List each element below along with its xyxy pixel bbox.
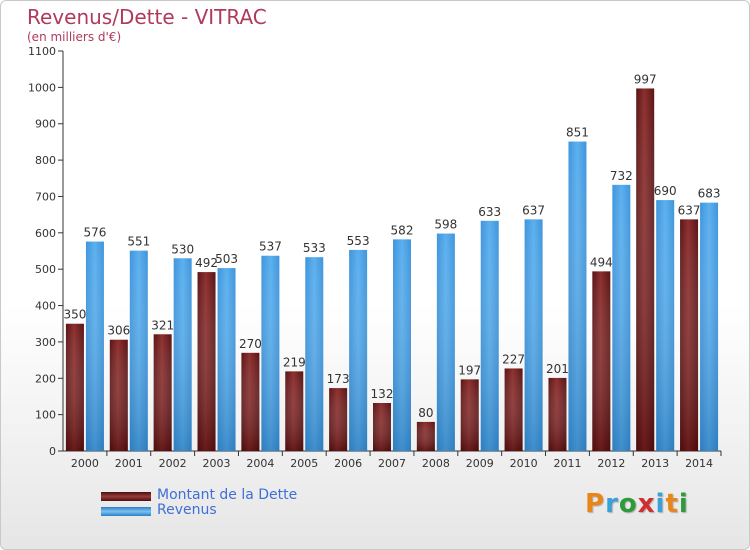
data-label-revenus: 530 — [171, 242, 194, 256]
x-tick-label: 2007 — [378, 457, 406, 470]
data-label-revenus: 582 — [391, 223, 414, 237]
x-tick-label: 2010 — [510, 457, 538, 470]
x-tick-label: 2004 — [246, 457, 274, 470]
data-label-dette: 997 — [634, 72, 657, 86]
bar-revenus-shade — [436, 233, 455, 451]
y-tick-label: 1000 — [28, 81, 56, 94]
bar-dette-shade — [636, 88, 655, 452]
bar-dette-shade — [592, 271, 611, 451]
data-label-dette: 270 — [239, 337, 262, 351]
data-label-dette: 219 — [283, 355, 306, 369]
data-label-dette: 321 — [151, 318, 174, 332]
y-tick-label: 100 — [35, 409, 56, 422]
data-label-revenus: 553 — [347, 234, 370, 248]
data-label-dette: 173 — [327, 372, 350, 386]
x-tick-label: 2008 — [422, 457, 450, 470]
y-tick-label: 600 — [35, 227, 56, 240]
x-tick-label: 2011 — [553, 457, 581, 470]
bar-revenus-shade — [612, 184, 631, 451]
bar-dette-shade — [109, 339, 128, 451]
data-label-revenus: 732 — [610, 169, 633, 183]
data-label-dette: 197 — [458, 363, 481, 377]
y-tick-label: 800 — [35, 154, 56, 167]
legend-swatch-revenus — [101, 507, 151, 516]
data-label-dette: 132 — [371, 387, 394, 401]
bar-revenus-shade — [173, 258, 192, 451]
bar-dette-shade — [197, 272, 216, 451]
data-label-revenus: 683 — [698, 187, 721, 201]
x-tick-label: 2014 — [685, 457, 713, 470]
data-label-revenus: 598 — [434, 218, 457, 232]
bar-revenus-shade — [480, 220, 499, 451]
bar-dette-shade — [329, 388, 348, 451]
bar-revenus-shade — [129, 250, 148, 451]
y-tick-label: 0 — [49, 445, 56, 458]
bar-dette-shade — [680, 219, 699, 451]
bar-revenus-shade — [305, 257, 324, 451]
data-label-dette: 492 — [195, 256, 218, 270]
bar-dette-shade — [416, 421, 435, 451]
data-label-revenus: 537 — [259, 240, 282, 254]
x-tick-label: 2000 — [71, 457, 99, 470]
bar-revenus-shade — [656, 200, 675, 451]
bar-revenus-shade — [349, 249, 368, 451]
y-tick-label: 500 — [35, 263, 56, 276]
bar-dette-shade — [241, 352, 260, 451]
x-tick-label: 2009 — [466, 457, 494, 470]
bar-dette-shade — [504, 368, 523, 451]
bar-dette-shade — [548, 377, 567, 451]
bar-revenus-shade — [217, 268, 236, 451]
data-label-dette: 350 — [63, 308, 86, 322]
legend-label-revenus: Revenus — [157, 502, 217, 518]
data-label-revenus: 851 — [566, 126, 589, 140]
bar-revenus-shade — [568, 141, 587, 451]
bar-dette-shade — [65, 323, 84, 451]
x-tick-label: 2013 — [641, 457, 669, 470]
data-label-dette: 227 — [502, 352, 525, 366]
data-label-dette: 80 — [418, 406, 433, 420]
bar-revenus-shade — [524, 219, 543, 451]
data-label-revenus: 633 — [478, 205, 501, 219]
x-tick-label: 2003 — [203, 457, 231, 470]
x-tick-label: 2012 — [597, 457, 625, 470]
chart-title: Revenus/Dette - VITRAC — [27, 5, 267, 29]
bar-dette-shade — [460, 379, 479, 451]
legend-label-dette: Montant de la Dette — [157, 487, 298, 503]
data-label-revenus: 551 — [127, 235, 150, 249]
y-tick-label: 700 — [35, 190, 56, 203]
bar-dette-shade — [373, 403, 391, 451]
chart-subtitle: (en milliers d'€) — [27, 30, 122, 44]
data-label-revenus: 637 — [522, 203, 545, 217]
x-tick-label: 2001 — [115, 457, 143, 470]
data-label-revenus: 533 — [303, 241, 326, 255]
legend-swatch-dette — [101, 492, 151, 501]
data-label-revenus: 690 — [654, 184, 677, 198]
data-label-dette: 306 — [107, 324, 130, 338]
x-tick-label: 2002 — [159, 457, 187, 470]
bar-dette-shade — [153, 334, 172, 451]
y-tick-label: 900 — [35, 118, 56, 131]
data-label-revenus: 576 — [83, 226, 106, 240]
bar-revenus-shade — [393, 239, 411, 451]
proxiti-logo: Proxiti — [585, 489, 689, 519]
y-tick-label: 400 — [35, 300, 56, 313]
data-label-dette: 201 — [546, 362, 569, 376]
data-label-revenus: 503 — [215, 252, 238, 266]
y-tick-label: 200 — [35, 372, 56, 385]
bar-dette-shade — [285, 371, 304, 451]
bar-revenus-shade — [85, 241, 104, 451]
x-tick-label: 2005 — [290, 457, 318, 470]
bar-revenus-shade — [700, 202, 719, 451]
data-label-dette: 494 — [590, 255, 613, 269]
y-tick-label: 1100 — [28, 45, 56, 58]
x-tick-label: 2006 — [334, 457, 362, 470]
y-tick-label: 300 — [35, 336, 56, 349]
data-label-dette: 637 — [678, 203, 701, 217]
bar-revenus-shade — [261, 255, 280, 451]
